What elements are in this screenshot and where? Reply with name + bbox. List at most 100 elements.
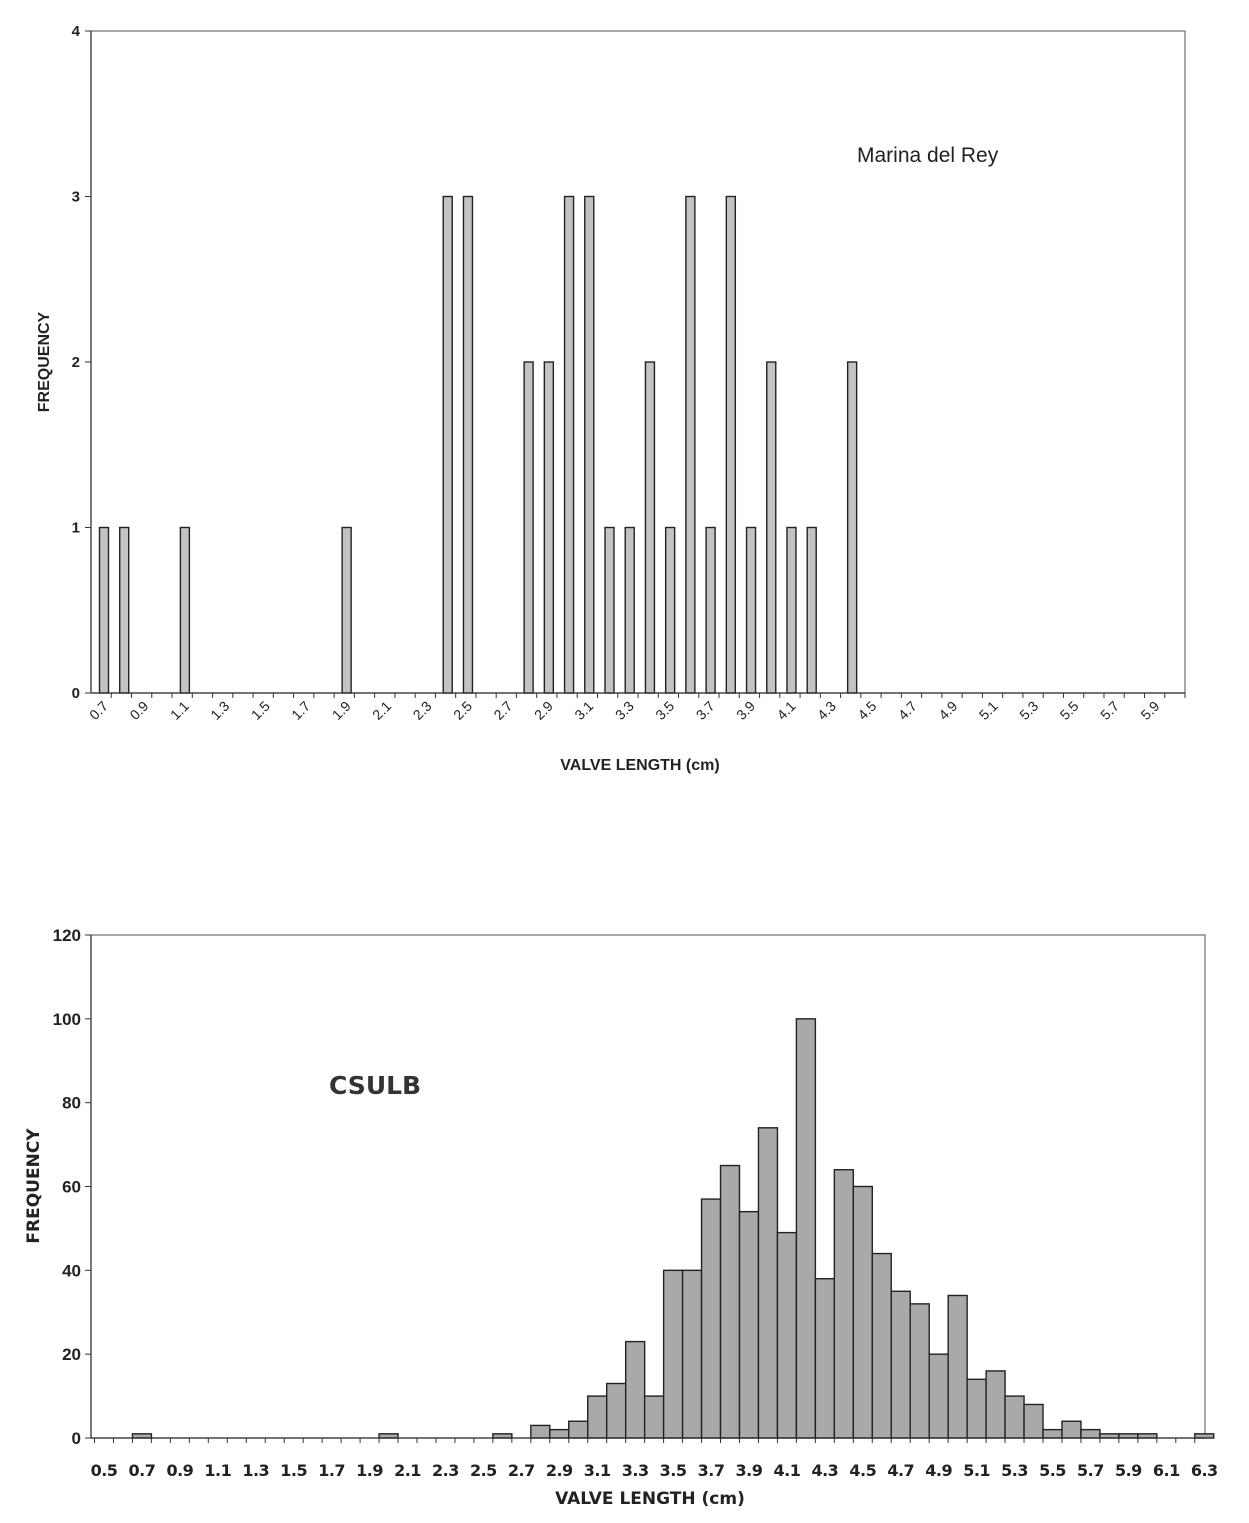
bar (341, 526, 352, 694)
x-tick-label: 5.9 (1137, 698, 1162, 723)
bar (786, 526, 797, 694)
y-tick-label: 120 (53, 926, 81, 945)
x-tick-label: 3.9 (736, 1461, 763, 1480)
bar (814, 1278, 836, 1439)
bar (966, 1378, 987, 1439)
x-tick-label: 0.5 (91, 1461, 118, 1480)
bar (685, 195, 696, 694)
y-tick-label: 40 (62, 1261, 81, 1280)
x-tick-label: 4.9 (935, 698, 960, 723)
bar (644, 361, 656, 694)
x-tick-label: 2.9 (546, 1461, 573, 1480)
x-tick-label: 1.1 (167, 698, 192, 723)
bar (833, 1169, 855, 1439)
x-tick-label: 1.9 (329, 698, 354, 723)
x-tick-label: 4.3 (814, 698, 839, 723)
bar (568, 1420, 589, 1439)
bar (179, 526, 191, 694)
y-tick-label: 1 (72, 520, 80, 537)
bar (1023, 1403, 1044, 1439)
x-tick-label: 3.7 (698, 1461, 725, 1480)
bar (119, 526, 130, 694)
x-tick-label: 5.9 (1115, 1461, 1142, 1480)
bar (985, 1370, 1006, 1439)
bar (909, 1303, 930, 1439)
x-tick-label: 2.5 (450, 698, 475, 723)
x-tick-label: 4.7 (895, 698, 920, 723)
x-tick-label: 2.7 (508, 1461, 535, 1480)
x-tick-label: 1.3 (207, 698, 232, 723)
bar (1004, 1395, 1025, 1439)
bar (1061, 1420, 1082, 1439)
plot-area-frame (90, 30, 1186, 694)
bar (624, 1340, 646, 1439)
bar (705, 526, 716, 694)
y-tick-label: 100 (53, 1010, 81, 1029)
bar (766, 361, 777, 694)
x-tick-label: 2.9 (531, 698, 556, 723)
x-tick-label: 1.7 (318, 1461, 345, 1480)
bar (852, 1185, 873, 1439)
bar (1137, 1433, 1158, 1439)
plot-area-frame (90, 934, 1206, 1439)
bar (738, 1210, 760, 1439)
x-tick-label: 0.9 (126, 698, 151, 723)
bar (492, 1433, 513, 1439)
x-tick-label: 3.1 (571, 698, 596, 723)
x-tick-label: 1.5 (248, 698, 273, 723)
bar (530, 1424, 551, 1439)
x-tick-label: 0.9 (166, 1461, 193, 1480)
bar (523, 361, 534, 694)
bar (624, 526, 635, 694)
x-tick-label: 0.7 (129, 1461, 156, 1480)
bar (587, 1395, 608, 1439)
y-tick-label: 0 (72, 1429, 81, 1448)
csulb-chart: 0 20 40 60 80 100 120 0.5 0.7 0.9 1.1 1.3 1.5 1.7 1.9… (24, 926, 1218, 1509)
bar (378, 1433, 399, 1439)
x-tick-label: 2.3 (410, 698, 435, 723)
bar (890, 1290, 911, 1439)
x-tick-label: 2.7 (490, 698, 515, 723)
x-tick-label: 6.3 (1191, 1461, 1218, 1480)
y-tick-label: 60 (62, 1178, 81, 1197)
bar (1099, 1433, 1120, 1439)
bar (604, 526, 615, 694)
x-tick-label: 5.3 (1001, 1461, 1028, 1480)
x-tick-label: 1.3 (242, 1461, 269, 1480)
chart-annotation: Marina del Rey (857, 144, 999, 167)
bar (846, 361, 858, 694)
x-tick-label: 3.5 (652, 698, 677, 723)
x-tick-label: 1.1 (204, 1461, 231, 1480)
x-tick-label: 4.3 (811, 1461, 838, 1480)
x-tick-label: 5.5 (1039, 1461, 1066, 1480)
x-tick-label: 3.7 (693, 698, 718, 723)
x-tick-label: 4.7 (887, 1461, 914, 1480)
bar (98, 526, 110, 694)
x-tick-label: 4.1 (774, 698, 799, 723)
bar (1194, 1433, 1215, 1439)
x-tick-label: 5.7 (1077, 1461, 1104, 1480)
x-tick-label: 3.9 (733, 698, 758, 723)
x-tick-label: 4.9 (925, 1461, 952, 1480)
bar (664, 526, 676, 694)
y-tick-label: 4 (72, 23, 81, 40)
bar (1118, 1433, 1139, 1439)
x-axis-label: VALVE LENGTH (cm) (560, 757, 719, 774)
x-tick-label: 5.3 (1016, 698, 1041, 723)
bar (563, 195, 575, 694)
bar (1080, 1428, 1101, 1439)
bar (776, 1231, 798, 1439)
bar (549, 1428, 570, 1439)
chart-annotation: CSULB (329, 1071, 421, 1100)
bar (871, 1252, 892, 1439)
bar (719, 1164, 741, 1439)
bar (795, 1018, 817, 1439)
bar (947, 1294, 968, 1439)
bar (543, 361, 555, 694)
y-axis-label: FREQUENCY (24, 1128, 44, 1244)
bar (757, 1127, 779, 1439)
x-tick-label: 2.3 (432, 1461, 459, 1480)
bar (462, 195, 474, 694)
marina-del-rey-chart: 0 1 2 3 4 0.7 0.9 1.1 1.3 1.5 1.7 1.9 2.1 2.3 2.5 2.7 2… (36, 23, 1186, 774)
